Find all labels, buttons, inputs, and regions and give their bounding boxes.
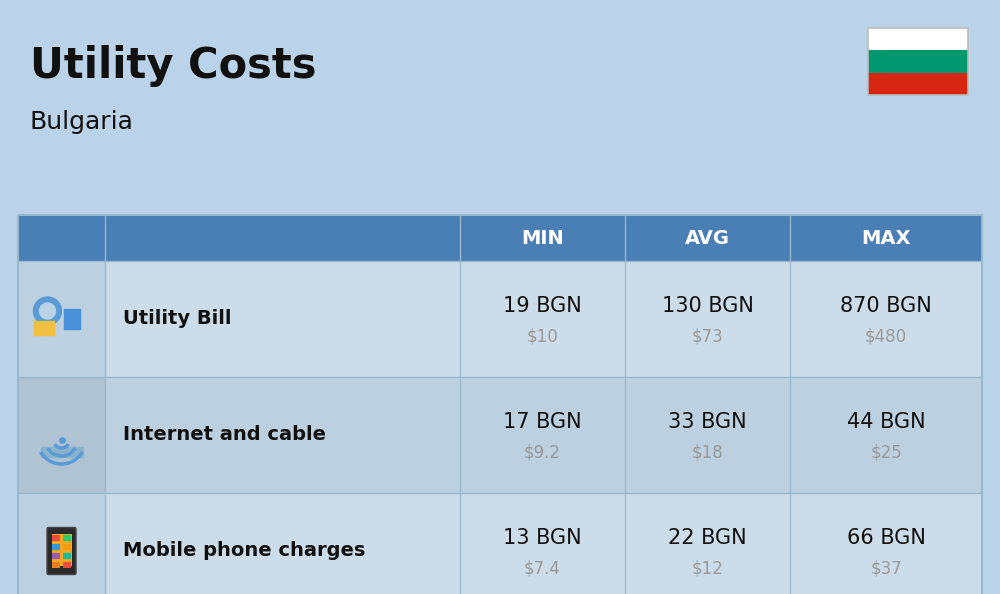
Text: $73: $73 xyxy=(692,327,723,345)
Text: $10: $10 xyxy=(527,327,558,345)
Bar xyxy=(105,377,982,493)
Bar xyxy=(105,493,982,594)
Bar xyxy=(62,544,70,550)
FancyBboxPatch shape xyxy=(47,527,76,574)
Text: 66 BGN: 66 BGN xyxy=(847,528,925,548)
Text: $7.4: $7.4 xyxy=(524,559,561,577)
Bar xyxy=(18,493,105,594)
Bar xyxy=(18,215,982,594)
Text: $18: $18 xyxy=(692,443,723,461)
Bar xyxy=(64,309,80,329)
Bar xyxy=(52,562,60,568)
Text: Utility Bill: Utility Bill xyxy=(123,309,232,328)
Bar xyxy=(52,534,72,566)
Bar xyxy=(18,215,982,261)
Bar xyxy=(62,535,70,541)
Text: $25: $25 xyxy=(870,443,902,461)
Text: AVG: AVG xyxy=(685,229,730,248)
Bar xyxy=(52,535,60,541)
Text: $12: $12 xyxy=(692,559,723,577)
Text: Utility Costs: Utility Costs xyxy=(30,45,316,87)
Bar xyxy=(52,544,60,550)
Text: 870 BGN: 870 BGN xyxy=(840,296,932,316)
Text: 33 BGN: 33 BGN xyxy=(668,412,747,432)
Bar xyxy=(52,553,60,559)
Bar xyxy=(105,261,982,377)
Circle shape xyxy=(34,297,62,325)
Text: Bulgaria: Bulgaria xyxy=(30,110,134,134)
Text: 44 BGN: 44 BGN xyxy=(847,412,925,432)
Bar xyxy=(18,377,105,493)
Bar xyxy=(40,447,82,457)
Text: Mobile phone charges: Mobile phone charges xyxy=(123,542,365,561)
Bar xyxy=(34,321,54,335)
Text: 13 BGN: 13 BGN xyxy=(503,528,582,548)
Text: MAX: MAX xyxy=(861,229,911,248)
Bar xyxy=(62,562,70,568)
Circle shape xyxy=(40,303,56,319)
Text: $480: $480 xyxy=(865,327,907,345)
Bar xyxy=(62,553,70,559)
Bar xyxy=(868,72,968,95)
Text: 22 BGN: 22 BGN xyxy=(668,528,747,548)
Text: 130 BGN: 130 BGN xyxy=(662,296,753,316)
Bar xyxy=(868,28,968,95)
Text: $9.2: $9.2 xyxy=(524,443,561,461)
Bar xyxy=(18,261,105,377)
Text: Internet and cable: Internet and cable xyxy=(123,425,326,444)
Text: 19 BGN: 19 BGN xyxy=(503,296,582,316)
Text: 17 BGN: 17 BGN xyxy=(503,412,582,432)
Text: MIN: MIN xyxy=(521,229,564,248)
Text: $37: $37 xyxy=(870,559,902,577)
Bar xyxy=(868,50,968,72)
Bar xyxy=(868,28,968,50)
